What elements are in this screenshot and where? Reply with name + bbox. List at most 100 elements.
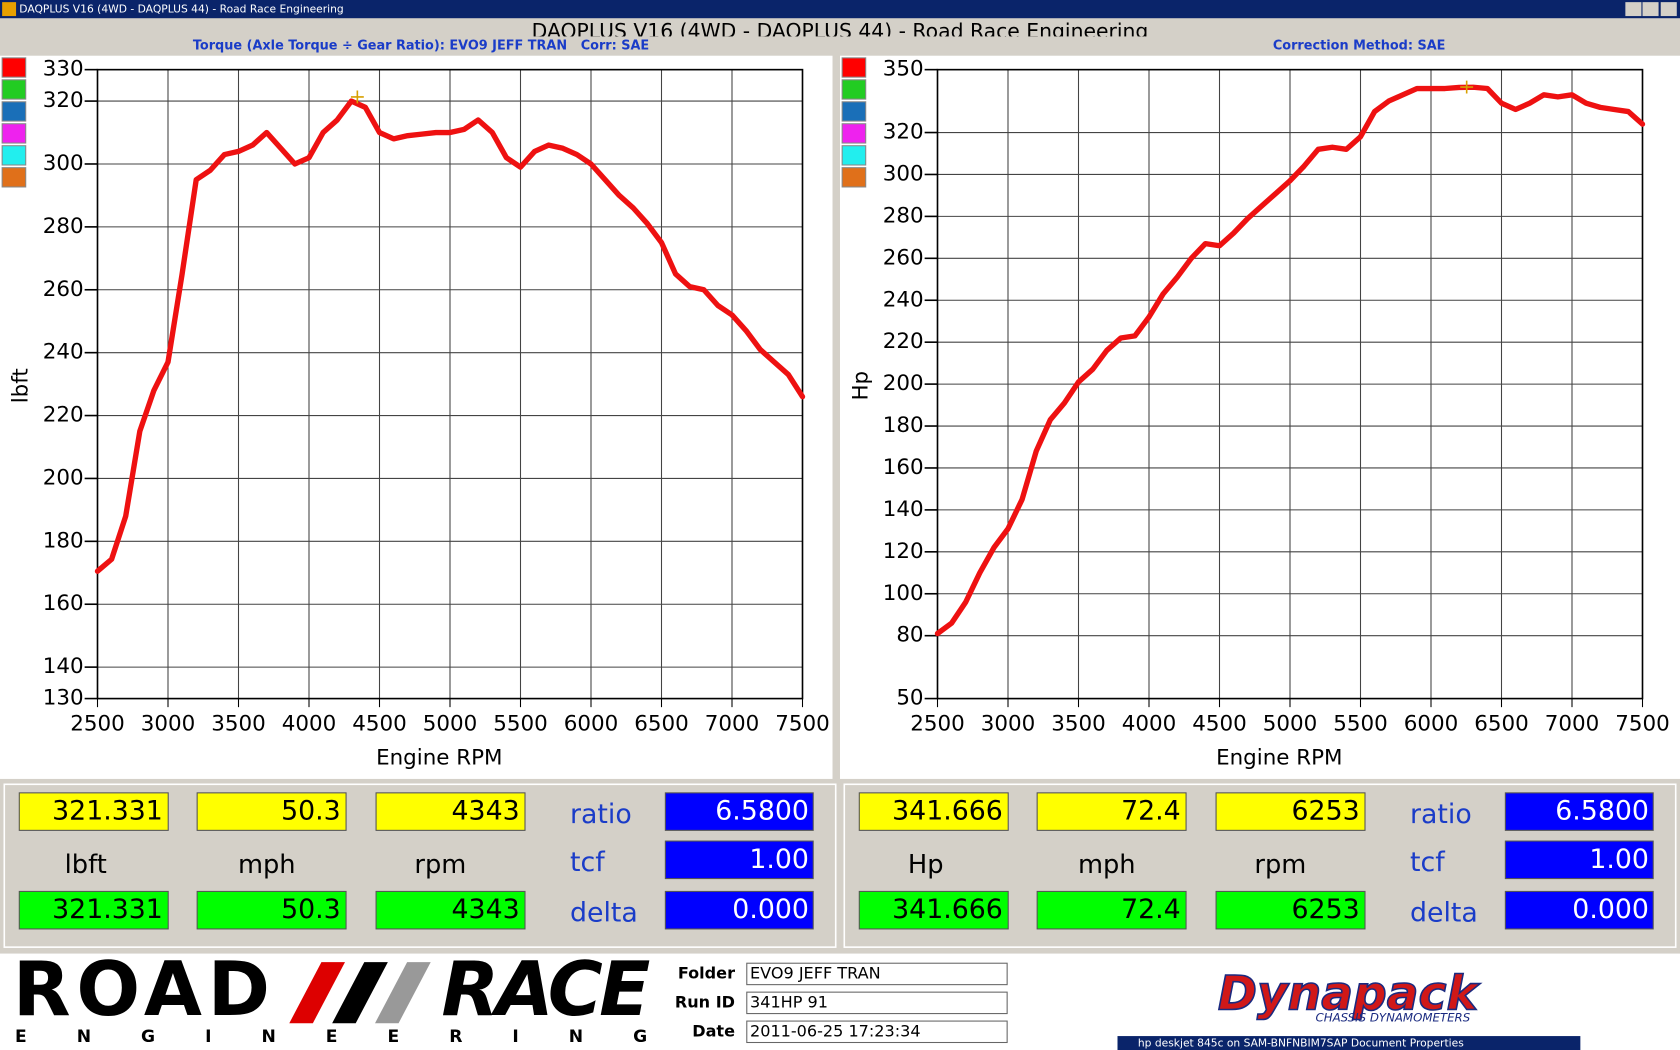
y-tick-label: 280 [43,214,84,239]
legend-swatch[interactable] [1,167,27,188]
x-axis-label: Engine RPM [1216,746,1342,771]
readout-value: 321.331 [52,894,163,925]
param-value: 1.00 [749,844,809,875]
y-tick-label: 280 [883,203,924,228]
y-tick-label: 140 [883,497,924,522]
plot-border [936,68,1644,700]
x-tick-label: 6500 [1474,711,1528,736]
left-panel [0,55,833,779]
brand: Dynapack [1218,966,1481,1021]
readout-value: 72.4 [1121,894,1181,925]
field-value: 2011-06-25 17:23:34 [750,1021,921,1040]
y-tick-label: 220 [883,329,924,354]
y-tick-label: 200 [883,371,924,396]
readout-unit: mph [238,850,296,880]
taskbar-window[interactable] [1117,1036,1581,1050]
readout-box [18,792,169,831]
readout-box [1036,890,1187,930]
legend-swatch[interactable] [841,167,867,188]
readout-value: 4343 [452,796,520,827]
logo-race: RACE [441,945,650,1033]
param-label: ratio [1410,799,1472,830]
field-label: Folder [678,963,735,982]
y-tick-label: 320 [43,88,84,113]
legend-swatch[interactable] [841,145,867,166]
param-value: 0.000 [732,894,809,925]
param-box[interactable] [1504,890,1654,930]
y-tick-label: 220 [43,403,84,428]
y-tick-label: 130 [43,686,84,711]
data-line [94,98,806,574]
param-value: 0.000 [1572,894,1649,925]
y-tick-label: 350 [883,57,924,82]
maximize-button[interactable] [1642,2,1659,17]
x-tick-label: 3000 [141,711,195,736]
y-tick-label: 160 [43,591,84,616]
readout-value: 6253 [1292,796,1360,827]
y-tick-label: 50 [896,686,923,711]
y-tick-label: 240 [883,287,924,312]
field-value: EVO9 JEFF TRAN [750,963,881,982]
readout-box [1215,792,1366,831]
readout-value: 321.331 [52,796,163,827]
legend-swatch[interactable] [1,123,27,144]
x-tick-label: 5000 [1263,711,1317,736]
param-box[interactable] [1504,840,1654,880]
readout-value: 4343 [452,894,520,925]
x-tick-label: 4500 [1192,711,1246,736]
readout-value: 50.3 [281,894,341,925]
plot-border [96,68,804,700]
readout-unit: rpm [414,850,466,880]
close-button[interactable] [1660,2,1677,17]
legend-swatch[interactable] [841,123,867,144]
chart-subtitle: Corr: SAE [581,39,650,54]
param-box[interactable] [664,890,814,930]
x-tick-label: 7000 [1545,711,1599,736]
y-tick-label: 180 [43,528,84,553]
readout-value: 341.666 [892,796,1003,827]
legend-swatch[interactable] [1,145,27,166]
legend-swatch[interactable] [1,57,27,78]
readout-box [196,792,347,831]
y-tick-label: 330 [43,57,84,82]
param-label: ratio [570,799,632,830]
param-box[interactable] [664,792,814,831]
cursor-marker [350,90,364,104]
x-tick-label: 3000 [981,711,1035,736]
param-box[interactable] [1504,792,1654,831]
y-tick-label: 140 [43,654,84,679]
x-tick-label: 3500 [1051,711,1105,736]
legend-swatch[interactable] [1,79,27,100]
y-tick-label: 300 [883,161,924,186]
data-line [934,84,1646,637]
param-box[interactable] [664,840,814,880]
window-title: DAQPLUS V16 (4WD - DAQPLUS 44) - Road Ra… [19,3,343,16]
x-tick-label: 5500 [493,711,547,736]
field-box [746,991,1008,1015]
x-tick-label: 4000 [1122,711,1176,736]
legend-swatch[interactable] [841,79,867,100]
legend-swatch[interactable] [841,57,867,78]
param-label: tcf [1410,847,1445,878]
y-tick-label: 180 [883,413,924,438]
param-label: tcf [570,847,605,878]
x-tick-label: 7500 [775,711,829,736]
y-tick-label: 200 [43,465,84,490]
field-box [746,962,1008,986]
readout-value: 50.3 [281,796,341,827]
x-tick-label: 6000 [1404,711,1458,736]
param-value: 6.5800 [1555,796,1649,827]
x-tick-label: 2500 [910,711,964,736]
legend-swatch[interactable] [1,101,27,122]
param-label: delta [570,897,638,928]
legend-swatch[interactable] [841,101,867,122]
y-axis-label: Hp [848,371,873,401]
readout-unit: rpm [1254,850,1306,880]
minimize-button[interactable] [1625,2,1642,17]
readout-box [1215,890,1366,930]
y-tick-label: 300 [43,151,84,176]
y-tick-label: 260 [43,277,84,302]
readout-value: 72.4 [1121,796,1181,827]
y-tick-label: 240 [43,340,84,365]
x-tick-label: 6000 [564,711,618,736]
